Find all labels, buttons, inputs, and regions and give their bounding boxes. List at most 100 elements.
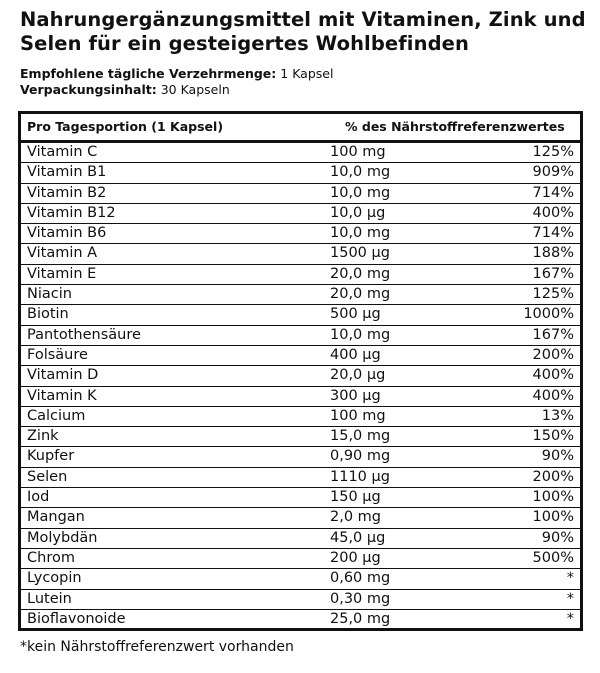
nutrient-amount: 0,30 mg [330, 590, 391, 607]
table-row: Zink 15,0 mg 150% [21, 427, 580, 448]
nutrient-amount: 100 mg [330, 407, 386, 424]
nutrient-name: Vitamin B1 [27, 164, 107, 181]
nutrient-reference-percent: 125% [532, 144, 574, 160]
table-row: Lutein 0,30 mg * [21, 590, 580, 610]
table-row: Iod 150 µg 100% [21, 488, 580, 509]
nutrient-reference-percent: * [566, 590, 574, 607]
nutrient-reference-percent: * [566, 610, 574, 627]
table-row: Calcium 100 mg 13% [21, 407, 580, 428]
nutrient-name: Lycopin [27, 570, 82, 587]
nutrient-amount: 200 µg [330, 549, 381, 566]
nutrient-name: Bioflavonoide [27, 610, 126, 627]
nutrient-reference-percent: 13% [541, 407, 574, 424]
table-row: Molybdän 45,0 µg 90% [21, 529, 580, 549]
dosage-label: Empfohlene tägliche Verzehrmenge: [20, 66, 277, 81]
nutrient-reference-percent: 400% [532, 367, 574, 384]
nutrient-reference-percent: 200% [532, 468, 574, 485]
nutrient-name: Vitamin B6 [27, 225, 107, 242]
nutrient-reference-percent: 714% [532, 184, 574, 201]
nutrient-amount: 100 mg [330, 144, 386, 160]
nutrient-reference-percent: 1000% [523, 306, 574, 323]
nutrition-table: Pro Tagesportion (1 Kapsel) % des Nährst… [18, 111, 583, 631]
nutrient-reference-percent: 167% [532, 265, 574, 282]
table-row: Vitamin B12 10,0 µg 400% [21, 204, 580, 225]
nutrient-reference-percent: 400% [532, 387, 574, 404]
table-row: Vitamin C 100 mg 125% [21, 143, 580, 164]
nutrient-name: Pantothensäure [27, 326, 141, 343]
nutrient-name: Calcium [27, 407, 86, 424]
nutrient-reference-percent: 100% [532, 509, 574, 526]
dosage-value: 1 Kapsel [280, 66, 334, 81]
package-label: Verpackungsinhalt: [20, 82, 157, 97]
nutrient-name: Vitamin C [27, 144, 98, 160]
nutrient-reference-percent: 500% [532, 549, 574, 566]
nutrient-name: Vitamin D [27, 367, 99, 384]
nutrient-name: Biotin [27, 306, 69, 323]
nutrient-reference-percent: 100% [532, 489, 574, 506]
nutrient-name: Kupfer [27, 448, 75, 465]
nutrient-name: Selen [27, 468, 68, 485]
table-row: Folsäure 400 µg 200% [21, 346, 580, 367]
nutrient-name: Lutein [27, 590, 72, 607]
table-row: Vitamin B1 10,0 mg 909% [21, 163, 580, 184]
nutrient-amount: 20,0 µg [330, 367, 386, 384]
nutrient-amount: 20,0 mg [330, 286, 391, 303]
table-row: Biotin 500 µg 1000% [21, 305, 580, 326]
nutrient-reference-percent: 90% [541, 529, 574, 546]
nutrient-reference-percent: 150% [532, 428, 574, 445]
table-row: Pantothensäure 10,0 mg 167% [21, 326, 580, 346]
table-row: Kupfer 0,90 mg 90% [21, 447, 580, 468]
nutrient-name: Vitamin A [27, 245, 98, 262]
nutrient-name: Folsäure [27, 346, 88, 363]
nutrient-name: Vitamin E [27, 265, 97, 282]
nutrient-name: Zink [27, 428, 59, 445]
nutrient-name: Mangan [27, 509, 85, 526]
table-header: Pro Tagesportion (1 Kapsel) % des Nährst… [21, 114, 580, 143]
nutrient-amount: 500 µg [330, 306, 381, 323]
header-reference: % des Nährstoffreferenzwertes [345, 119, 565, 134]
nutrient-amount: 10,0 µg [330, 204, 386, 221]
nutrient-amount: 10,0 mg [330, 225, 391, 242]
package-line: Verpackungsinhalt: 30 Kapseln [20, 82, 580, 98]
table-row: Mangan 2,0 mg 100% [21, 508, 580, 529]
package-value: 30 Kapseln [160, 82, 230, 97]
nutrient-reference-percent: * [566, 570, 574, 587]
table-row: Bioflavonoide 25,0 mg * [21, 610, 580, 630]
nutrient-reference-percent: 167% [532, 326, 574, 343]
nutrient-amount: 150 µg [330, 489, 381, 506]
nutrient-amount: 20,0 mg [330, 265, 391, 282]
nutrient-amount: 300 µg [330, 387, 381, 404]
table-row: Selen 1110 µg 200% [21, 468, 580, 489]
nutrient-name: Iod [27, 489, 50, 506]
nutrient-amount: 45,0 µg [330, 529, 386, 546]
table-row: Niacin 20,0 mg 125% [21, 285, 580, 306]
table-row: Vitamin B6 10,0 mg 714% [21, 224, 580, 245]
table-row: Vitamin K 300 µg 400% [21, 387, 580, 407]
nutrient-amount: 0,60 mg [330, 570, 391, 587]
nutrient-amount: 10,0 mg [330, 164, 391, 181]
table-body: Vitamin C 100 mg 125% Vitamin B1 10,0 mg 909%… [21, 143, 580, 630]
nutrient-reference-percent: 909% [532, 164, 574, 181]
table-row: Lycopin 0,60 mg * [21, 569, 580, 590]
nutrient-amount: 0,90 mg [330, 448, 391, 465]
table-row: Vitamin B2 10,0 mg 714% [21, 184, 580, 204]
nutrient-name: Molybdän [27, 529, 98, 546]
nutrient-amount: 400 µg [330, 346, 381, 363]
nutrient-amount: 1110 µg [330, 468, 390, 485]
table-row: Chrom 200 µg 500% [21, 549, 580, 570]
product-title: Nahrungergänzungsmittel mit Vitaminen, Z… [20, 8, 586, 55]
nutrient-amount: 2,0 mg [330, 509, 381, 526]
dosage-line: Empfohlene tägliche Verzehrmenge: 1 Kaps… [20, 66, 580, 82]
nutrient-name: Chrom [27, 549, 75, 566]
nutrient-reference-percent: 714% [532, 225, 574, 242]
nutrient-name: Vitamin B2 [27, 184, 107, 201]
nutrient-name: Vitamin K [27, 387, 97, 404]
nutrient-reference-percent: 400% [532, 204, 574, 221]
nutrient-name: Niacin [27, 286, 72, 303]
header-serving: Pro Tagesportion (1 Kapsel) [27, 119, 224, 134]
table-row: Vitamin D 20,0 µg 400% [21, 366, 580, 387]
footnote: *kein Nährstoffreferenzwert vorhanden [20, 639, 294, 655]
nutrient-amount: 10,0 mg [330, 184, 391, 201]
nutrient-amount: 25,0 mg [330, 610, 391, 627]
